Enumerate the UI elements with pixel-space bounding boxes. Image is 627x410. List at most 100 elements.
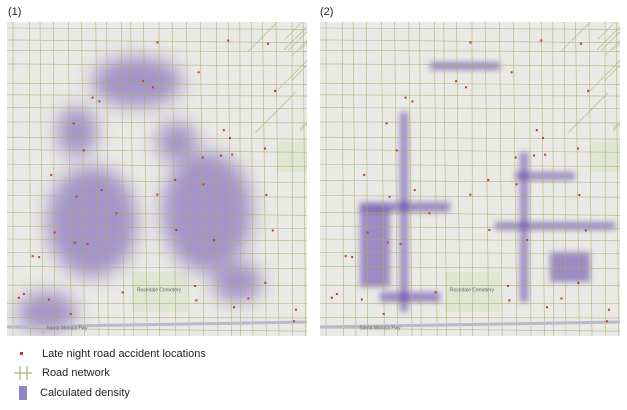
road <box>434 22 438 336</box>
map-label: Santa Monica Fwy <box>359 325 401 331</box>
road <box>7 266 307 270</box>
accident <box>53 231 56 234</box>
accident <box>264 147 267 150</box>
road <box>320 252 620 254</box>
road <box>596 26 620 50</box>
accident <box>86 243 89 246</box>
road <box>366 22 368 336</box>
map-panel: Rosedale Cemetery Santa Monica Fwy <box>7 22 307 336</box>
road <box>552 22 554 336</box>
accident <box>580 42 583 45</box>
accident <box>50 173 53 176</box>
accident <box>577 147 580 150</box>
road <box>320 94 620 97</box>
accident <box>72 122 75 125</box>
map-panel: Rosedale Cemetery Santa Monica Fwy <box>320 22 620 336</box>
density <box>515 172 575 180</box>
accident <box>560 297 563 300</box>
road <box>615 22 619 336</box>
accident <box>526 239 529 242</box>
accident <box>121 291 124 294</box>
accident <box>115 212 118 215</box>
accident <box>22 293 25 296</box>
accident <box>535 129 538 132</box>
density <box>430 62 500 70</box>
accident <box>487 178 490 181</box>
accident <box>247 297 250 300</box>
road <box>7 27 307 30</box>
accident <box>151 86 154 89</box>
road <box>239 22 241 336</box>
road <box>456 22 461 336</box>
road <box>560 22 591 53</box>
accident <box>388 195 391 198</box>
road <box>29 22 31 336</box>
road <box>7 63 307 67</box>
accident <box>156 193 159 196</box>
legend-label: Calculated density <box>40 387 130 399</box>
accident <box>508 299 511 302</box>
road <box>7 212 307 216</box>
road <box>320 180 620 183</box>
density <box>495 222 615 230</box>
road <box>320 50 620 52</box>
accident <box>351 256 354 259</box>
accident <box>542 137 545 140</box>
road <box>121 22 125 336</box>
road <box>529 22 532 336</box>
accident <box>330 296 333 299</box>
road <box>320 195 620 198</box>
road <box>320 163 620 168</box>
road <box>227 22 232 336</box>
accident <box>464 86 467 89</box>
road <box>381 22 385 336</box>
accident <box>578 194 581 197</box>
accident <box>515 183 518 186</box>
road <box>251 22 253 23</box>
road <box>68 22 72 336</box>
accident <box>75 195 78 198</box>
road <box>588 22 593 336</box>
accident <box>98 100 101 103</box>
accident <box>514 156 517 159</box>
accident <box>202 183 205 186</box>
accident <box>540 39 543 42</box>
accident <box>267 42 270 45</box>
legend-accident-icon <box>20 352 23 355</box>
road <box>291 64 307 81</box>
road <box>604 64 620 81</box>
road <box>171 22 177 336</box>
accident <box>469 193 472 196</box>
road <box>250 22 254 336</box>
panel-label: (1) <box>8 6 21 18</box>
road <box>320 238 620 242</box>
road <box>284 22 303 40</box>
accident <box>360 298 363 301</box>
accident <box>220 154 223 157</box>
legend-road-icon <box>14 366 32 380</box>
accident <box>142 80 145 83</box>
road <box>320 212 620 216</box>
accident <box>455 80 458 83</box>
road <box>39 22 44 336</box>
road <box>81 22 85 336</box>
road <box>274 60 307 94</box>
accident <box>17 296 20 299</box>
road <box>320 149 620 153</box>
road <box>7 327 307 332</box>
density-layer <box>360 62 615 312</box>
accident <box>395 149 398 152</box>
density <box>360 207 390 287</box>
road <box>563 22 567 336</box>
accident <box>544 153 547 156</box>
road <box>106 22 109 336</box>
accident <box>385 122 388 125</box>
road <box>320 121 620 124</box>
accident <box>587 89 590 92</box>
accident <box>73 241 76 244</box>
accident <box>605 320 608 323</box>
road-network <box>7 22 307 336</box>
accident <box>510 71 513 74</box>
map-label: Rosedale Cemetery <box>450 287 495 293</box>
